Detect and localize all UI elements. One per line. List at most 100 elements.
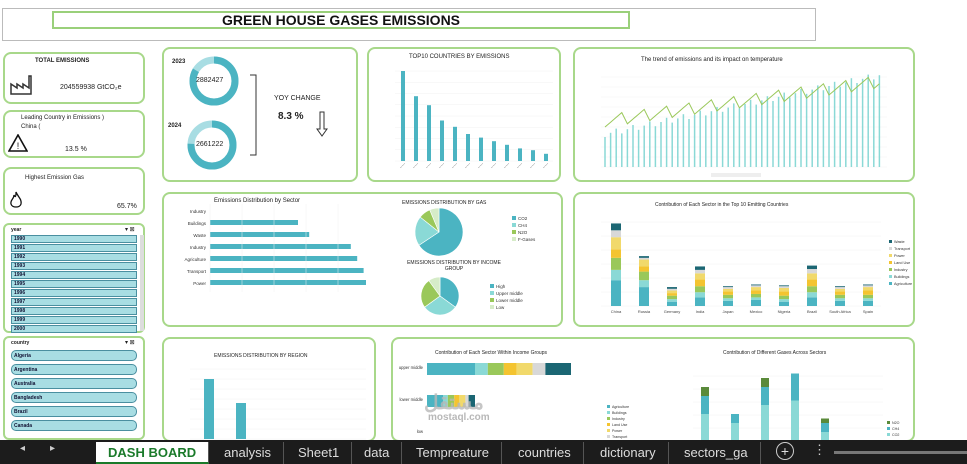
gas-sector-segment [701, 396, 709, 414]
stacked-segment [611, 257, 621, 270]
year-slicer-scrollbar[interactable] [140, 235, 144, 331]
top10-bar [479, 137, 483, 161]
legend-label: N2O [892, 421, 900, 425]
yoy-year-a: 2023 [172, 59, 186, 65]
legend-label: Waste [894, 240, 905, 244]
legend-swatch [889, 261, 892, 264]
stacked-segment [779, 299, 789, 302]
gas-sector-chart: N2O CH4 CO2 [693, 373, 900, 441]
stacked-segment [695, 297, 705, 306]
country-slicer-item[interactable]: Argentina [11, 364, 137, 375]
year-slicer-item[interactable]: 1995 [11, 280, 137, 288]
sector-y-label: Agriculture [184, 257, 206, 262]
sector-y-label: Transport [187, 269, 207, 274]
tab-sheet1[interactable]: Sheet1 [286, 442, 353, 464]
year-slicer-item[interactable]: 1998 [11, 307, 137, 315]
top10-chart: ~~~ ~~~ ~~~ ~~~ ~~~ ~~~ ~~~ ~~~ ~~~ ~~~ ~~~ ~~~ [395, 70, 553, 170]
year-slicer-item[interactable]: 1992 [11, 253, 137, 261]
income-sector-segment [443, 395, 448, 407]
add-sheet-icon[interactable]: + [776, 442, 794, 460]
trend-legend [711, 173, 761, 177]
tab-next-icon[interactable]: ▸ [50, 443, 56, 454]
tab-sectors_ga[interactable]: sectors_ga [672, 442, 761, 464]
stacked-segment [835, 294, 845, 299]
income-sector-segment [475, 363, 488, 375]
stacked-segment [807, 273, 817, 280]
kpi-leading-country: China ( [21, 124, 41, 130]
stacked-segment [779, 291, 789, 296]
country-slicer-item[interactable]: Algeria [11, 350, 137, 361]
legend-label: Land Use [612, 423, 627, 427]
stacked-segment [807, 265, 817, 270]
country-slicer-clear-icon[interactable]: ▾ ⊠ [125, 340, 135, 346]
year-slicer-item[interactable]: 1999 [11, 316, 137, 324]
stacked-x-label: Russia [638, 309, 651, 314]
sector-y-label: Buildings [188, 221, 207, 226]
legend-swatch [889, 254, 892, 257]
stacked-segment [779, 295, 789, 300]
stacked-x-label: Nigeria [778, 309, 791, 314]
stacked-segment [611, 223, 621, 231]
legend-swatch [607, 435, 610, 438]
legend-swatch [490, 284, 494, 288]
year-slicer-item[interactable]: 1997 [11, 298, 137, 306]
top10-card: TOP10 COUNTRIES BY EMISSIONS ~~~ ~~~ ~~~ ~~… [367, 47, 561, 182]
tab-tempreature[interactable]: Tempreature [404, 442, 502, 464]
tab-dictionary[interactable]: dictionary [588, 442, 669, 464]
gas-title: EMISSIONS DISTRIBUTION BY GAS [402, 200, 487, 206]
gas-sector-segment [791, 373, 799, 401]
country-slicer-item[interactable]: Canada [11, 420, 137, 431]
tab-dash-board[interactable]: DASH BOARD [96, 442, 210, 464]
stacked-segment [751, 285, 761, 288]
year-slicer[interactable]: year ▾ ⊠ 1990 1991 1992 1993 1994 1995 1996 199… [3, 223, 145, 333]
sector-bar [210, 244, 351, 249]
country-slicer-item[interactable]: Australia [11, 378, 137, 389]
tab-analysis[interactable]: analysis [212, 442, 284, 464]
legend-entry: Low [490, 305, 504, 310]
income-sector-chart: upper middle lower middle low Agriculture Bu… [399, 363, 629, 439]
stacked-segment [667, 299, 677, 302]
legend-entry: N2O [512, 230, 527, 235]
legend-swatch [490, 305, 494, 309]
legend-label: Power [612, 429, 623, 433]
stacked-segment [639, 266, 649, 272]
year-slicer-item[interactable]: 2000 [11, 325, 137, 333]
more-options-icon[interactable]: ⋮ [813, 442, 826, 457]
year-slicer-item[interactable]: 1996 [11, 289, 137, 297]
horizontal-scrollbar[interactable] [834, 451, 967, 454]
factory-icon [10, 75, 32, 95]
income-sector-y-label: low [417, 429, 424, 434]
income-sector-y-label: lower middle [399, 397, 423, 402]
trend-chart [601, 74, 887, 177]
legend-label: Industry [612, 417, 625, 421]
country-slicer[interactable]: country ▾ ⊠ Algeria Argentina Australia Ban… [3, 336, 145, 440]
kpi-gas-card: Highest Emission Gas 65.7% [3, 167, 145, 215]
country-slicer-item[interactable]: Brazil [11, 406, 137, 417]
legend-label: Power [894, 254, 905, 258]
watermark-logo: مستقل [424, 392, 484, 414]
tab-prev-icon[interactable]: ◂ [20, 443, 26, 454]
income-sector-segment [427, 363, 475, 375]
stacked-segment [807, 292, 817, 298]
tab-countries[interactable]: countries [506, 442, 584, 464]
gas-sector-segment [821, 423, 829, 432]
sector-y-label: Waste [193, 233, 206, 238]
stacked-segment [863, 285, 873, 288]
tab-data[interactable]: data [352, 442, 403, 464]
stacked-segment [751, 293, 761, 298]
country-slicer-item[interactable]: Bangladesh [11, 392, 137, 403]
gas-sector-segment [761, 378, 769, 387]
year-slicer-item[interactable]: 1994 [11, 271, 137, 279]
year-slicer-item[interactable]: 1990 [11, 235, 137, 243]
kpi-leading-card: Leading Country in Emissions ) China ( !… [3, 110, 145, 158]
stacked-segment [695, 286, 705, 293]
year-slicer-item[interactable]: 1991 [11, 244, 137, 252]
year-slicer-item[interactable]: 1993 [11, 262, 137, 270]
year-slicer-clear-icon[interactable]: ▾ ⊠ [125, 227, 135, 233]
stacked-segment [863, 300, 873, 306]
stacked-segment [695, 266, 705, 270]
stacked-x-label: Brazil [807, 309, 817, 314]
legend-label: CH4 [892, 427, 899, 431]
stacked-segment [751, 299, 761, 306]
stacked-top-title: Contribution of Each Sector in the Top 1… [655, 202, 789, 208]
